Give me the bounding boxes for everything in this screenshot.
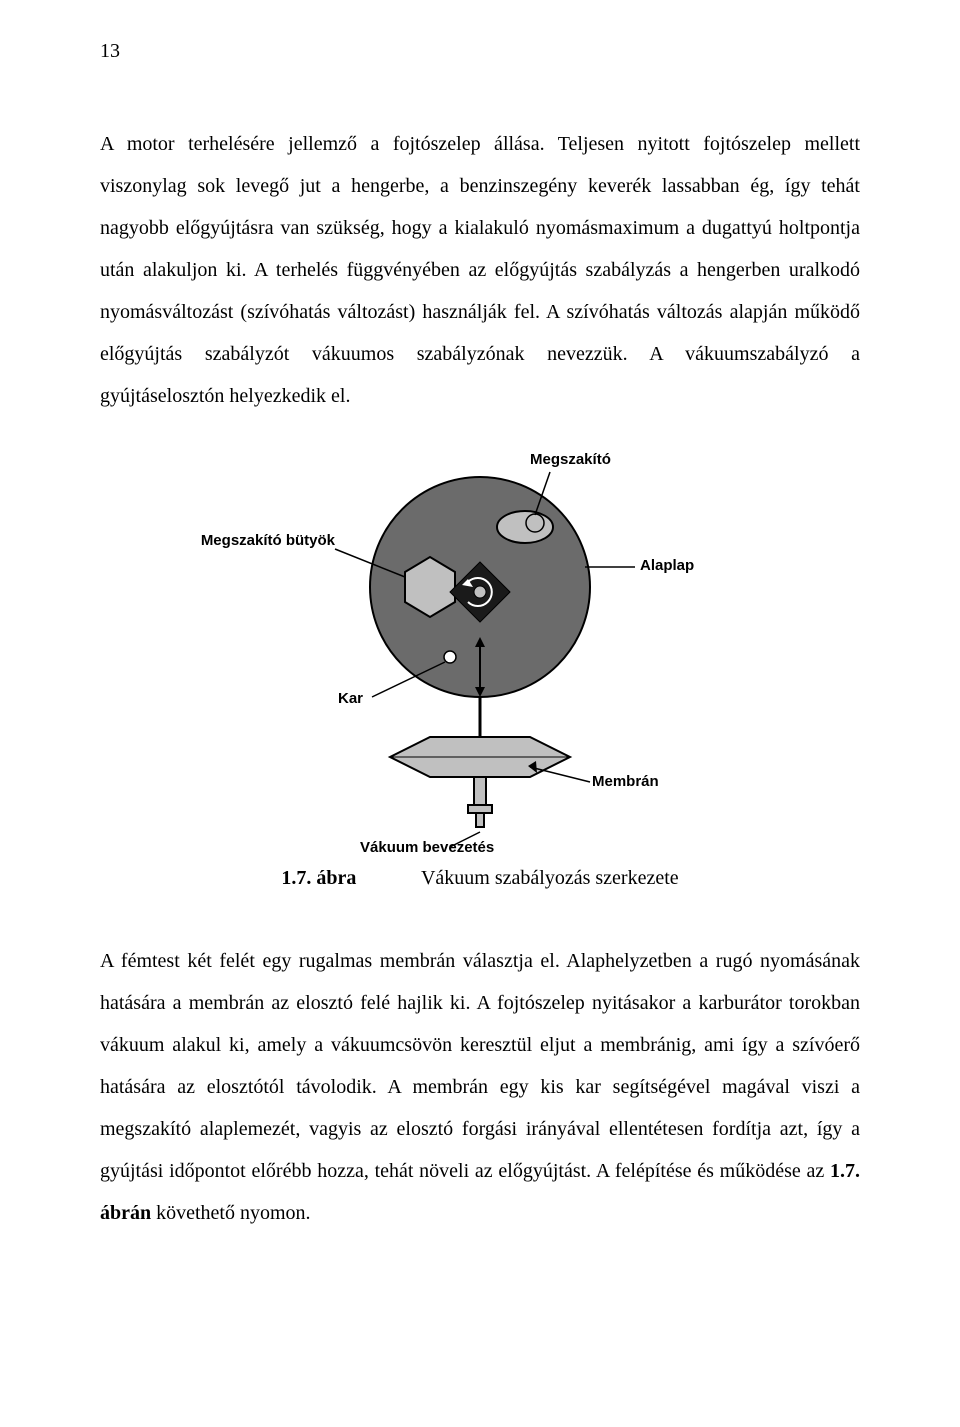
label-megszakito: Megszakító	[530, 451, 611, 468]
label-vakuum: Vákuum bevezetés	[360, 839, 494, 856]
diagram-svg	[230, 437, 730, 857]
label-alaplap: Alaplap	[640, 557, 694, 574]
paragraph-1: A motor terhelésére jellemző a fojtószel…	[100, 123, 860, 417]
para2-text: A fémtest két felét egy rugalmas membrán…	[100, 950, 860, 1182]
label-membran: Membrán	[592, 773, 659, 790]
vacuum-regulator-figure: Megszakító Megszakító bütyök Alaplap Kar…	[230, 437, 730, 857]
caption-text: Vákuum szabályozás szerkezete	[421, 867, 679, 889]
label-butyok: Megszakító bütyök	[200, 532, 335, 549]
label-kar: Kar	[338, 690, 363, 707]
figure-container: Megszakító Megszakító bütyök Alaplap Kar…	[100, 437, 860, 857]
paragraph-2: A fémtest két felét egy rugalmas membrán…	[100, 940, 860, 1234]
figure-caption: 1.7. ábra Vákuum szabályozás szerkezete	[100, 867, 860, 890]
caption-number: 1.7. ábra	[281, 867, 356, 889]
page-number: 13	[100, 40, 860, 63]
para2-tail: követhető nyomon.	[151, 1202, 310, 1224]
